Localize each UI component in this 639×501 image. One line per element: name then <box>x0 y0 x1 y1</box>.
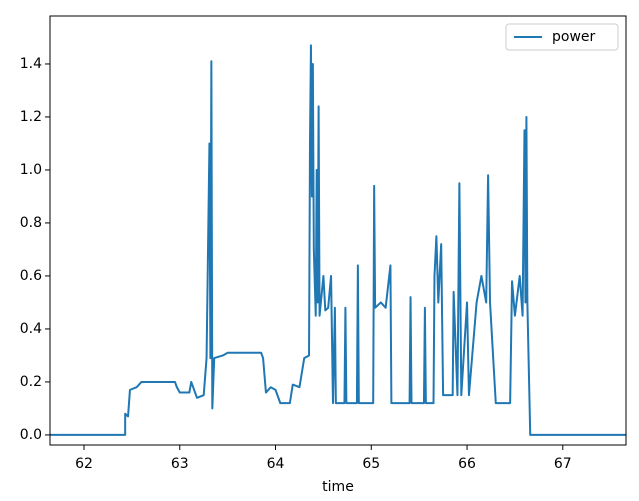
x-tick-label: 66 <box>458 456 476 472</box>
y-tick-label: 0.2 <box>20 374 42 390</box>
x-tick-label: 62 <box>75 456 93 472</box>
y-tick-label: 0.0 <box>20 427 42 443</box>
y-tick-label: 0.8 <box>20 215 42 231</box>
y-tick-label: 1.2 <box>20 109 42 125</box>
x-tick-label: 65 <box>362 456 380 472</box>
x-tick-label: 67 <box>554 456 572 472</box>
y-tick-label: 1.0 <box>20 162 42 178</box>
y-tick-label: 0.6 <box>20 268 42 284</box>
legend-box <box>505 23 619 51</box>
x-tick-label: 64 <box>267 456 285 472</box>
x-axis-label: time <box>322 479 354 495</box>
legend-label: power <box>552 29 596 45</box>
line-series <box>50 44 626 436</box>
x-tick-label: 63 <box>171 456 189 472</box>
y-tick-label: 0.4 <box>20 321 42 337</box>
plot-frame <box>49 15 627 446</box>
y-tick-label: 1.4 <box>20 56 42 72</box>
